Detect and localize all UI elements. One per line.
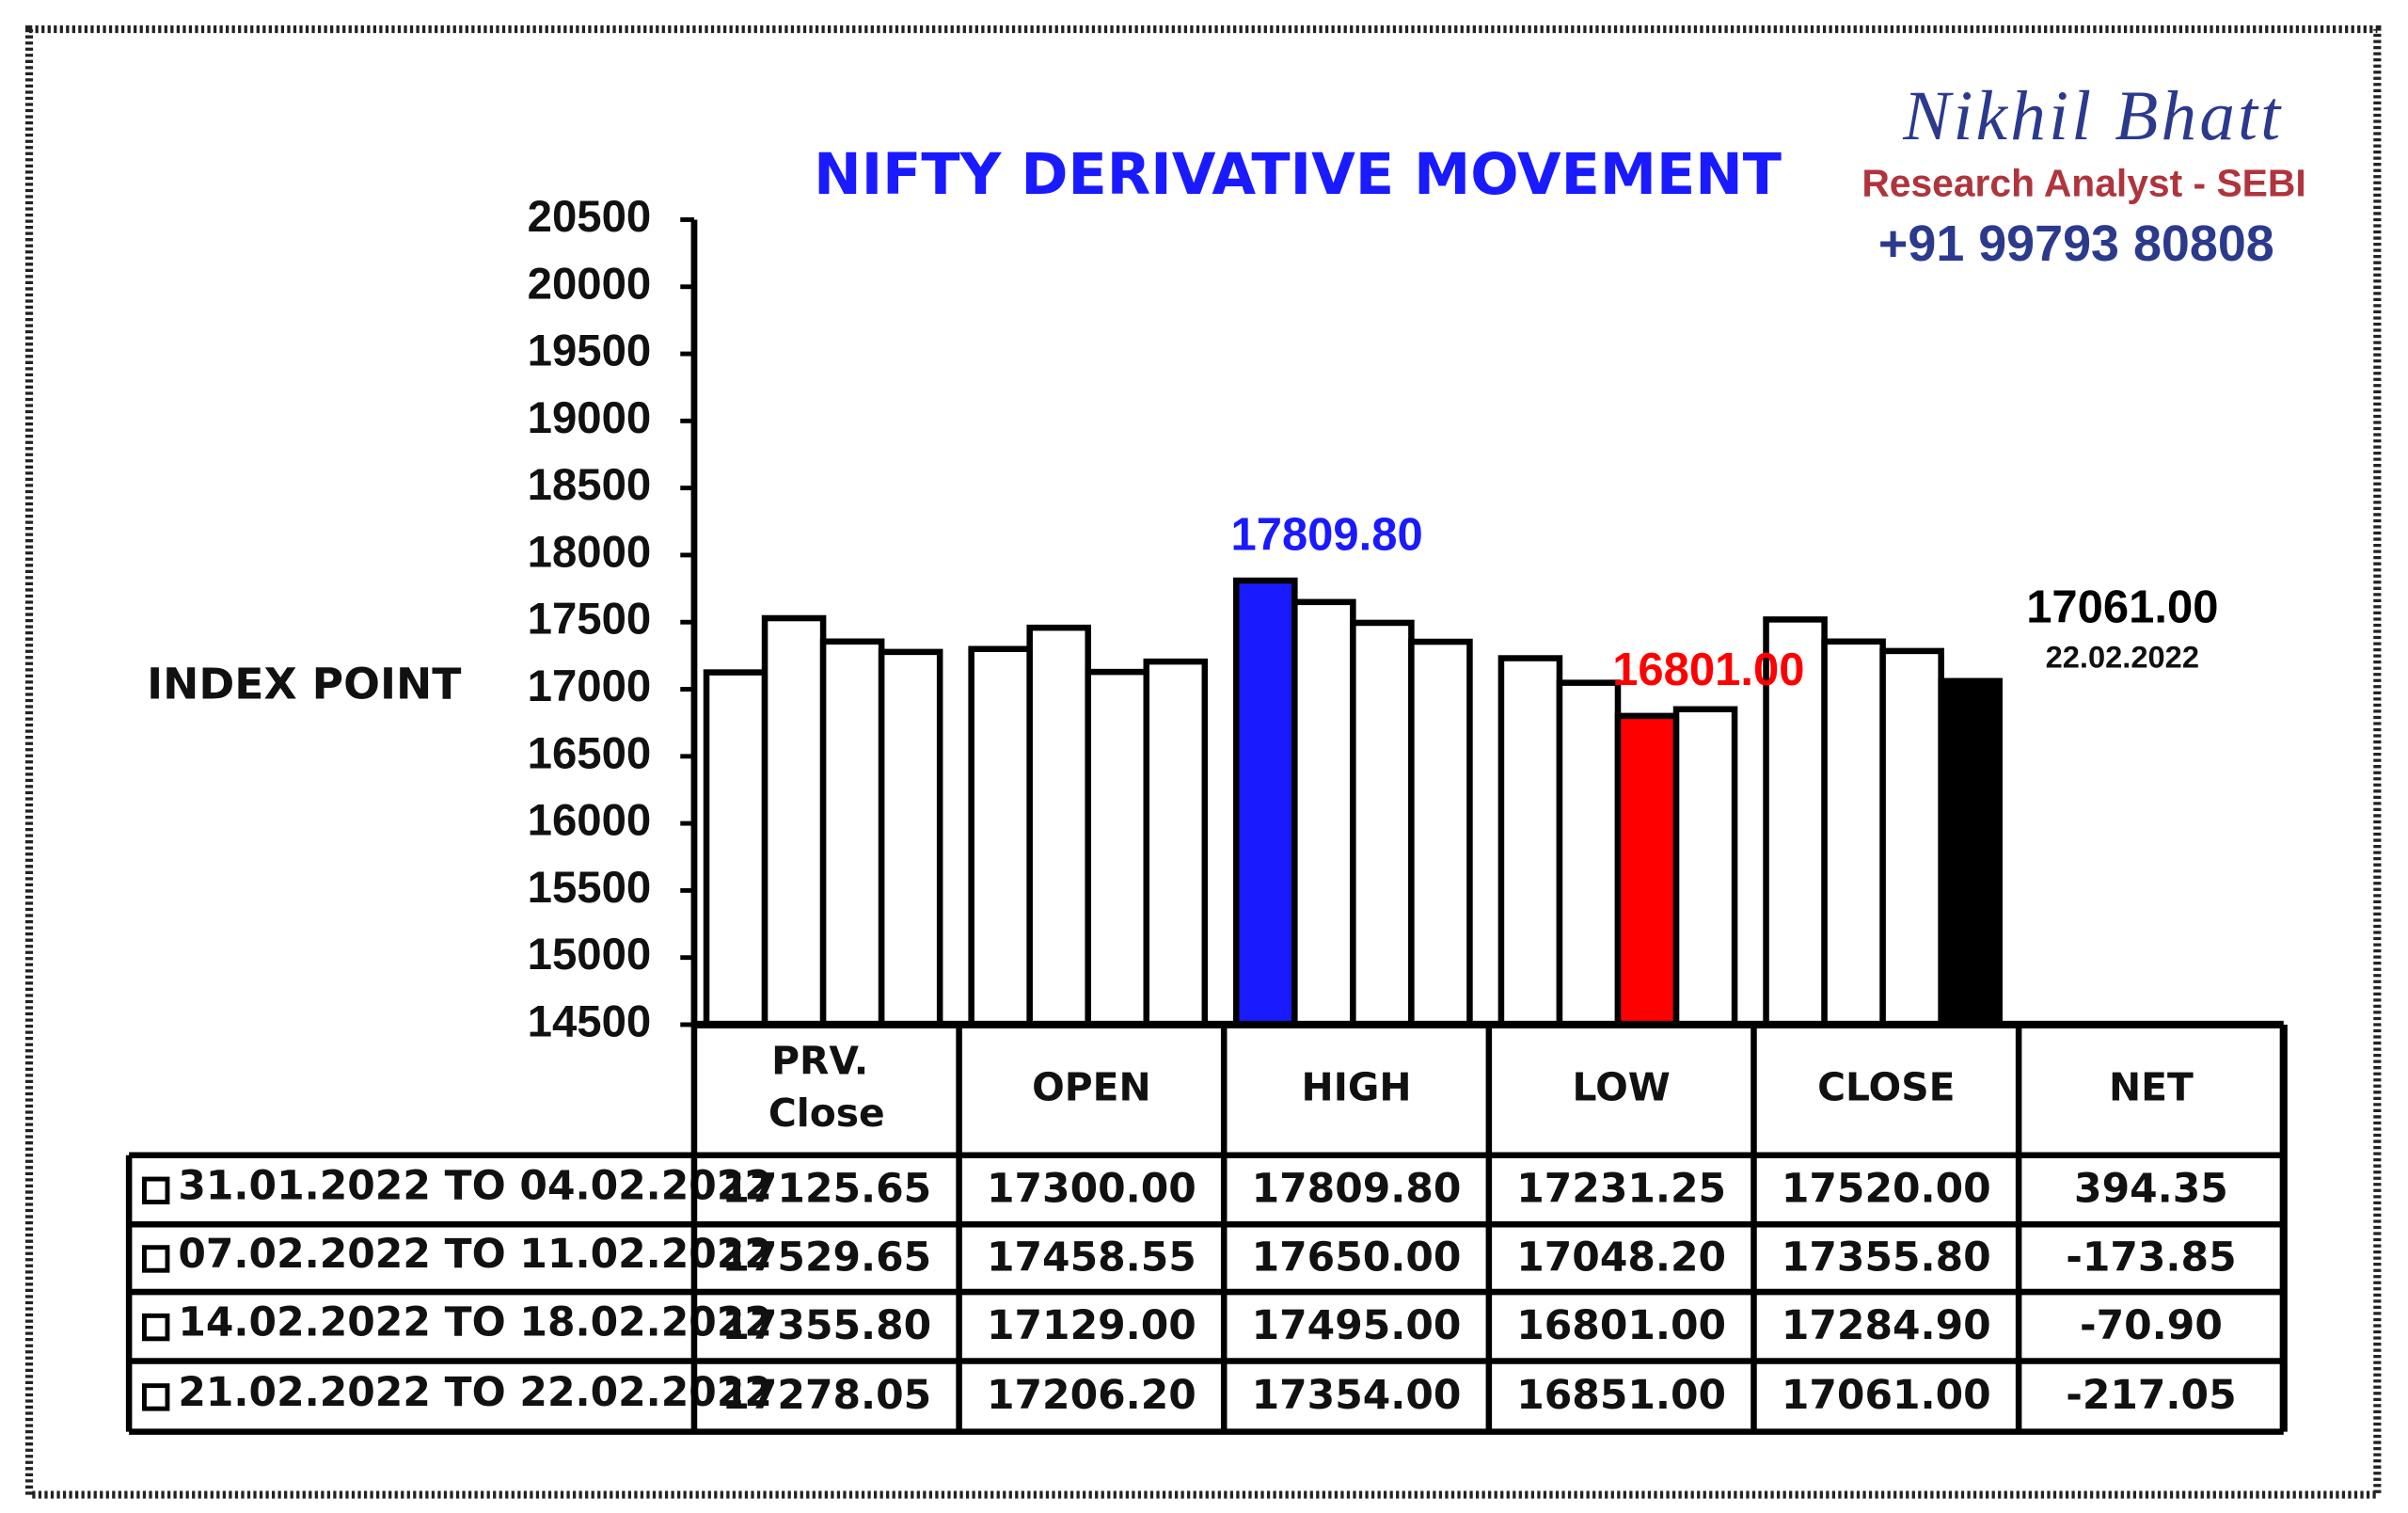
bar (1556, 679, 1622, 1028)
y-tick-label: 17500 (528, 595, 652, 645)
y-tick-label: 14500 (528, 996, 652, 1046)
table-cell: 17520.00 (1782, 1167, 1991, 1213)
table-cell: 17300.00 (987, 1167, 1196, 1213)
table-cell: 17809.80 (1252, 1167, 1462, 1213)
legend-square (142, 1176, 170, 1204)
y-tick-label: 18500 (528, 460, 652, 510)
bar (878, 648, 943, 1028)
table-cell: 17355.80 (1782, 1234, 1991, 1281)
row-label: 07.02.2022 TO 11.02.2022 (178, 1232, 772, 1278)
table-cell: 17129.00 (987, 1303, 1196, 1349)
bar (1233, 577, 1298, 1028)
y-tick-label: 20000 (528, 259, 652, 309)
table-cell: -217.05 (2066, 1373, 2236, 1419)
row-label: 14.02.2022 TO 18.02.2022 (178, 1300, 772, 1346)
table-cell: 17354.00 (1252, 1373, 1462, 1419)
bar (1291, 598, 1356, 1028)
legend-square (142, 1383, 170, 1411)
legend-square (142, 1245, 170, 1273)
y-tick-label: 19000 (528, 393, 652, 443)
table-cell: 17529.65 (721, 1234, 931, 1281)
table-cell: 17048.20 (1516, 1234, 1726, 1281)
y-tick-label: 15000 (528, 930, 652, 979)
column-header: OPEN (1032, 1064, 1151, 1109)
annotation: 22.02.2022 (2046, 640, 2199, 675)
y-tick-label: 19500 (528, 326, 652, 376)
bar (1085, 668, 1150, 1028)
bar (761, 614, 827, 1028)
y-axis-label: INDEX POINT (147, 659, 461, 709)
bar (1026, 624, 1091, 1028)
data-label: 17061.00 (2026, 582, 2218, 633)
table-cell: 17278.05 (721, 1373, 931, 1419)
y-tick-label: 17000 (528, 661, 652, 711)
table-cell: 17284.90 (1782, 1303, 1991, 1349)
y-tick-label: 18000 (528, 527, 652, 577)
y-tick-label: 15500 (528, 863, 652, 913)
row-label: 21.02.2022 TO 22.02.2022 (178, 1370, 772, 1416)
brand-phone: +91 99793 80808 (1878, 215, 2274, 272)
table-cell: -70.90 (2080, 1303, 2223, 1349)
table-cell: 16801.00 (1516, 1303, 1726, 1349)
column-header: HIGH (1302, 1064, 1412, 1109)
data-label: 17809.80 (1230, 509, 1422, 560)
table-cell: -173.85 (2066, 1234, 2236, 1281)
bar (968, 645, 1033, 1028)
y-tick-label: 16000 (528, 796, 652, 846)
column-header: LOW (1573, 1064, 1671, 1109)
row-label: 31.01.2022 TO 04.02.2022 (178, 1163, 772, 1209)
y-tick-label: 20500 (528, 192, 652, 242)
bar (1614, 712, 1680, 1028)
bar (1143, 658, 1209, 1028)
bar (1672, 706, 1738, 1028)
bar (1497, 655, 1563, 1028)
column-header: PRV. Close (768, 1039, 885, 1137)
table-cell: 16851.00 (1516, 1373, 1726, 1419)
table-cell: 17231.25 (1516, 1167, 1726, 1213)
column-header: NET (2109, 1064, 2194, 1109)
y-tick-label: 16500 (528, 728, 652, 778)
table-cell: 17458.55 (987, 1234, 1196, 1281)
table-cell: 17495.00 (1252, 1303, 1462, 1349)
table-cell: 17061.00 (1782, 1373, 1991, 1419)
column-header: CLOSE (1817, 1064, 1955, 1109)
legend-square (142, 1313, 170, 1342)
bar (1350, 619, 1415, 1028)
data-label: 16801.00 (1612, 645, 1804, 695)
bar (1879, 647, 1944, 1028)
brand-name: Nikhil Bhatt (1902, 77, 2283, 155)
table-cell: 17206.20 (987, 1373, 1196, 1419)
table-cell: 17125.65 (721, 1167, 931, 1213)
bar (703, 669, 768, 1028)
table-cell: 394.35 (2074, 1167, 2228, 1213)
table-cell: 17650.00 (1252, 1234, 1462, 1281)
chart-title: NIFTY DERIVATIVE MOVEMENT (814, 142, 1782, 208)
table-cell: 17355.80 (721, 1303, 931, 1349)
bar (819, 638, 885, 1028)
bar (1408, 638, 1473, 1028)
bar (1821, 638, 1886, 1028)
brand-role: Research Analyst - SEBI (1861, 161, 2305, 204)
bar (1938, 677, 2003, 1028)
